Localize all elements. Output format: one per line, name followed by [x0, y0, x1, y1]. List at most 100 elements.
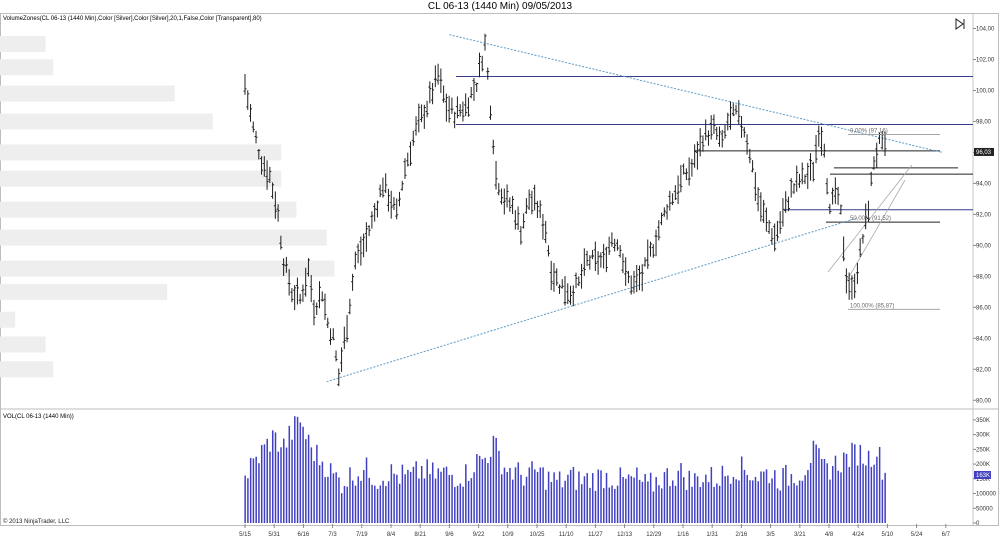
volume-bar[interactable] — [569, 470, 572, 523]
volume-bar[interactable] — [338, 477, 340, 523]
volume-bar[interactable] — [716, 483, 718, 523]
volume-bar[interactable] — [313, 461, 315, 523]
ohlc-bar[interactable] — [381, 177, 385, 198]
volume-bar[interactable] — [746, 474, 748, 523]
volume-bar[interactable] — [291, 439, 293, 523]
ohlc-bar[interactable] — [337, 368, 341, 387]
ohlc-bar[interactable] — [505, 184, 509, 208]
volume-bar[interactable] — [318, 465, 321, 523]
volume-bar[interactable] — [865, 465, 867, 523]
ohlc-bar[interactable] — [502, 188, 506, 215]
volume-bar[interactable] — [779, 490, 782, 523]
volume-bar[interactable] — [605, 472, 608, 523]
ohlc-bar[interactable] — [439, 68, 443, 93]
ohlc-bar[interactable] — [494, 160, 498, 190]
volume-bar[interactable] — [738, 480, 740, 523]
ohlc-bar[interactable] — [784, 191, 788, 213]
volume-bar[interactable] — [437, 468, 440, 523]
ohlc-bar[interactable] — [866, 200, 870, 223]
ohlc-bar[interactable] — [811, 161, 815, 182]
ohlc-bar[interactable] — [764, 207, 768, 232]
ohlc-bar[interactable] — [626, 270, 630, 284]
volume-bar[interactable] — [294, 416, 296, 523]
volume-bar[interactable] — [434, 478, 437, 523]
ohlc-bar[interactable] — [635, 264, 639, 293]
volume-bar[interactable] — [611, 485, 613, 523]
volume-bar[interactable] — [495, 437, 497, 523]
ohlc-bar[interactable] — [271, 182, 275, 199]
ohlc-bar[interactable] — [411, 130, 415, 146]
ohlc-bar[interactable] — [276, 204, 280, 222]
ohlc-bar[interactable] — [458, 104, 462, 117]
volume-bar[interactable] — [699, 487, 702, 523]
ohlc-bar[interactable] — [792, 183, 796, 194]
ohlc-bar[interactable] — [825, 178, 829, 195]
volume-bar[interactable] — [801, 480, 804, 523]
ohlc-bar[interactable] — [265, 160, 269, 190]
ohlc-bar[interactable] — [662, 207, 666, 217]
volume-bar[interactable] — [616, 485, 619, 523]
ohlc-bar[interactable] — [295, 277, 299, 305]
volume-bar[interactable] — [396, 474, 398, 523]
volume-bar[interactable] — [277, 451, 280, 523]
ohlc-bar[interactable] — [533, 184, 537, 211]
volume-bar[interactable] — [622, 477, 624, 523]
volume-bar[interactable] — [735, 479, 737, 523]
ohlc-bar[interactable] — [602, 243, 606, 269]
volume-bar[interactable] — [749, 480, 751, 523]
ohlc-bar[interactable] — [508, 197, 512, 212]
ohlc-bar[interactable] — [489, 105, 493, 120]
volume-bar[interactable] — [691, 486, 693, 523]
volume-bar[interactable] — [558, 471, 561, 523]
volume-bar[interactable] — [514, 467, 517, 523]
ohlc-bar[interactable] — [640, 264, 644, 292]
ohlc-bar[interactable] — [353, 251, 357, 270]
ohlc-bar[interactable] — [698, 128, 702, 157]
ohlc-bar[interactable] — [651, 244, 655, 258]
volume-bar[interactable] — [820, 459, 823, 523]
volume-bar[interactable] — [274, 432, 277, 523]
volume-bar[interactable] — [260, 445, 263, 523]
ohlc-bar[interactable] — [331, 328, 335, 341]
volume-bar[interactable] — [768, 483, 771, 523]
volume-bar[interactable] — [498, 450, 500, 523]
volume-bar[interactable] — [324, 477, 326, 523]
volume-bar[interactable] — [831, 466, 834, 523]
volume-bar[interactable] — [658, 485, 660, 523]
ohlc-bar[interactable] — [544, 220, 548, 244]
volume-bar[interactable] — [627, 474, 630, 523]
volume-bar[interactable] — [346, 486, 348, 523]
volume-bar[interactable] — [790, 474, 793, 523]
ohlc-bar[interactable] — [436, 63, 440, 85]
volume-bar[interactable] — [465, 464, 467, 523]
volume-bar[interactable] — [517, 462, 520, 523]
ohlc-bar[interactable] — [709, 115, 713, 140]
volume-bar[interactable] — [834, 455, 837, 523]
volume-bar[interactable] — [578, 471, 580, 523]
ohlc-bar[interactable] — [546, 245, 550, 257]
ohlc-bar[interactable] — [249, 104, 253, 122]
ohlc-bar[interactable] — [483, 33, 487, 51]
volume-bar[interactable] — [812, 440, 815, 523]
volume-bar[interactable] — [804, 475, 806, 523]
volume-bar[interactable] — [754, 476, 757, 523]
volume-bar[interactable] — [550, 481, 553, 523]
volume-bar[interactable] — [826, 463, 828, 523]
volume-bar[interactable] — [407, 469, 409, 523]
volume-bar[interactable] — [583, 476, 586, 523]
ohlc-bar[interactable] — [649, 241, 653, 257]
volume-bar[interactable] — [556, 479, 558, 523]
ohlc-bar[interactable] — [290, 288, 294, 303]
volume-bar[interactable] — [249, 457, 252, 523]
ohlc-bar[interactable] — [814, 134, 818, 164]
ohlc-bar[interactable] — [287, 269, 291, 296]
ohlc-bar[interactable] — [660, 212, 664, 226]
ohlc-bar[interactable] — [431, 82, 435, 105]
ohlc-bar[interactable] — [693, 144, 697, 168]
volume-bar[interactable] — [310, 447, 313, 523]
volume-bar[interactable] — [660, 488, 663, 523]
ohlc-bar[interactable] — [362, 233, 366, 258]
volume-bar[interactable] — [696, 476, 699, 523]
ohlc-bar[interactable] — [847, 272, 851, 300]
volume-bar[interactable] — [876, 456, 878, 523]
